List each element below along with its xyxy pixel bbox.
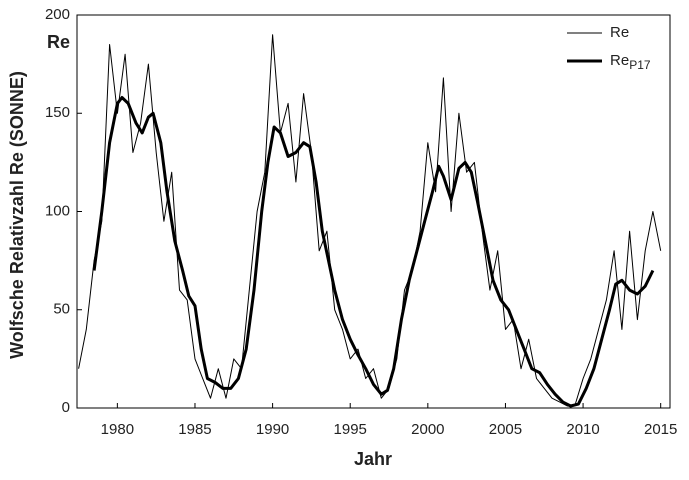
x-tick-label: 1995 [334, 421, 367, 438]
x-tick-label: 2010 [566, 421, 599, 438]
x-tick-label: 1985 [178, 421, 211, 438]
unit-label: Re [47, 32, 70, 52]
y-axis-label: Wolfsche Relativzahl Re (SONNE) [7, 71, 27, 359]
y-tick-label: 150 [45, 104, 70, 121]
y-tick-label: 200 [45, 6, 70, 23]
x-axis-label: Jahr [354, 449, 392, 469]
y-tick-label: 50 [53, 301, 70, 318]
y-tick-label: 0 [62, 399, 70, 416]
legend-name: Re [610, 52, 629, 69]
x-tick-label: 2015 [644, 421, 677, 438]
legend-subscript: P17 [629, 58, 651, 72]
data-line [92, 96, 655, 408]
legend-name: Re [610, 24, 629, 41]
legend-label: ReP17 [610, 52, 651, 72]
x-tick-label: 2000 [411, 421, 444, 438]
x-tick-label: 1980 [101, 421, 134, 438]
x-tick-label: 2005 [489, 421, 522, 438]
y-tick-label: 100 [45, 202, 70, 219]
legend-label: Re [610, 24, 629, 41]
x-tick-label: 1990 [256, 421, 289, 438]
data-line [78, 34, 662, 407]
